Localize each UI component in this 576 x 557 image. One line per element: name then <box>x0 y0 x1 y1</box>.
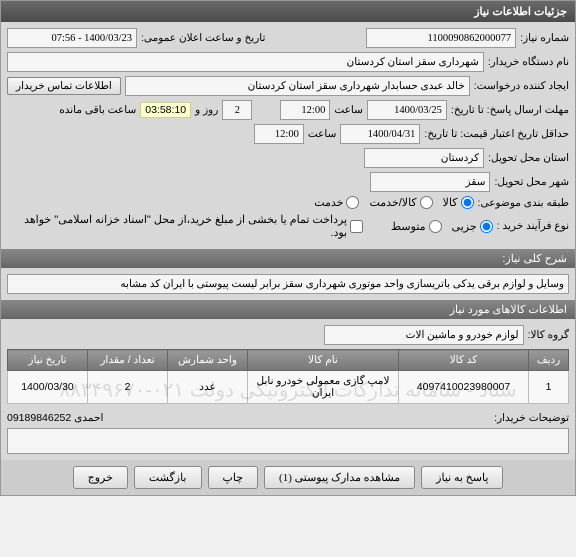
cat-goods-input[interactable] <box>461 196 474 209</box>
main-form: شماره نیاز: تاریخ و ساعت اعلان عمومی: نا… <box>1 22 575 249</box>
respond-button[interactable]: پاسخ به نیاز <box>421 466 503 489</box>
buyer-note-label: توضیحات خریدار: <box>494 412 569 424</box>
button-bar: پاسخ به نیاز مشاهده مدارک پیوستی (1) چاپ… <box>1 460 575 495</box>
items-section-header: اطلاعات کالاهای مورد نیاز <box>1 300 575 319</box>
proc-medium-label: متوسط <box>391 220 426 233</box>
contact-info-button[interactable]: اطلاعات تماس خریدار <box>7 77 121 95</box>
buyer-note-field <box>7 428 569 454</box>
partial-pay-checkbox[interactable]: پرداخت تمام یا بخشی از مبلغ خرید،از محل … <box>7 213 363 239</box>
cat-goods-service-input[interactable] <box>420 196 433 209</box>
deadline-time-field <box>280 100 330 120</box>
deadline-label: مهلت ارسال پاسخ: تا تاریخ: <box>451 104 569 116</box>
deadline-date-field <box>367 100 447 120</box>
cell-date: 1400/03/30 <box>8 371 88 404</box>
time-label-1: ساعت <box>334 104 363 116</box>
buyer-org-field <box>7 52 484 72</box>
th-row: ردیف <box>529 350 569 371</box>
cell-code: 4097410023980007 <box>399 371 529 404</box>
province-field <box>364 148 484 168</box>
remain-suffix: ساعت باقی مانده <box>59 104 136 116</box>
validity-label: حداقل تاریخ اعتبار قیمت: تا تاریخ: <box>424 128 569 140</box>
group-label: گروه کالا: <box>528 329 569 341</box>
announce-label: تاریخ و ساعت اعلان عمومی: <box>141 32 265 44</box>
desc-text-field <box>7 274 569 294</box>
th-date: تاریخ نیاز <box>8 350 88 371</box>
remain-days-label: روز و <box>195 104 218 116</box>
cell-name: لامپ گازی معمولی خودرو نابل ایران <box>248 371 399 404</box>
validity-time-field <box>254 124 304 144</box>
cat-service-label: خدمت <box>314 196 343 209</box>
attachments-button[interactable]: مشاهده مدارک پیوستی (1) <box>264 466 415 489</box>
announce-field <box>7 28 137 48</box>
buyer-org-label: نام دستگاه خریدار: <box>488 56 569 68</box>
items-table: ردیف کد کالا نام کالا واحد شمارش تعداد /… <box>7 349 569 404</box>
partial-pay-label: پرداخت تمام یا بخشی از مبلغ خرید،از محل … <box>7 213 347 239</box>
proc-small-radio[interactable]: جزیی <box>452 220 493 233</box>
creator-label: ایجاد کننده درخواست: <box>474 80 569 92</box>
cat-service-radio[interactable]: خدمت <box>314 196 359 209</box>
desc-section-header: شرح کلی نیاز: <box>1 249 575 268</box>
group-field <box>324 325 524 345</box>
th-code: کد کالا <box>399 350 529 371</box>
cell-unit: عدد <box>168 371 248 404</box>
cat-goods-label: کالا <box>443 196 458 209</box>
need-number-label: شماره نیاز: <box>520 32 569 44</box>
need-number-field <box>366 28 516 48</box>
proc-small-input[interactable] <box>480 220 493 233</box>
th-name: نام کالا <box>248 350 399 371</box>
cat-goods-service-label: کالا/خدمت <box>369 196 416 209</box>
validity-date-field <box>340 124 420 144</box>
remain-time-box: 03:58:10 <box>140 102 191 118</box>
cell-row: 1 <box>529 371 569 404</box>
remain-days-field <box>222 100 252 120</box>
creator-field <box>125 76 470 96</box>
cat-goods-radio[interactable]: کالا <box>443 196 474 209</box>
panel-title: جزئیات اطلاعات نیاز <box>1 1 575 22</box>
exit-button[interactable]: خروج <box>73 466 128 489</box>
cat-service-input[interactable] <box>346 196 359 209</box>
cell-qty: 2 <box>88 371 168 404</box>
proc-small-label: جزیی <box>452 220 477 233</box>
province-label: استان محل تحویل: <box>488 152 569 164</box>
partial-pay-input[interactable] <box>350 220 363 233</box>
print-button[interactable]: چاپ <box>208 466 259 489</box>
category-label: طبقه بندی موضوعی: <box>478 197 569 209</box>
cat-goods-service-radio[interactable]: کالا/خدمت <box>369 196 432 209</box>
process-label: نوع فرآیند خرید : <box>497 220 569 232</box>
proc-medium-input[interactable] <box>429 220 442 233</box>
proc-medium-radio[interactable]: متوسط <box>391 220 442 233</box>
city-label: شهر محل تحویل: <box>494 176 569 188</box>
th-unit: واحد شمارش <box>168 350 248 371</box>
city-field <box>370 172 490 192</box>
back-button[interactable]: بازگشت <box>134 466 202 489</box>
buyer-note-text: احمدی 09189846252 <box>7 412 103 424</box>
th-qty: تعداد / مقدار <box>88 350 168 371</box>
table-row[interactable]: 1 4097410023980007 لامپ گازی معمولی خودر… <box>8 371 569 404</box>
time-label-2: ساعت <box>308 128 337 140</box>
